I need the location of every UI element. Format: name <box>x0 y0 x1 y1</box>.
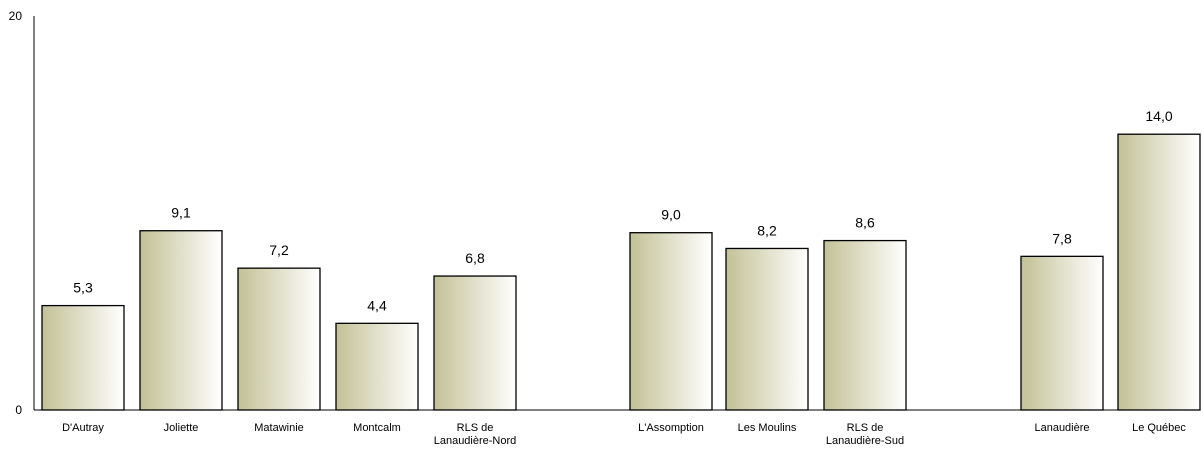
bar-4 <box>433 275 517 411</box>
bars <box>41 133 1201 411</box>
category-label-8: Lanaudière <box>1034 422 1089 434</box>
value-label-6: 8,2 <box>757 222 777 238</box>
bar-2 <box>237 267 321 411</box>
value-label-1: 9,1 <box>171 205 191 221</box>
category-label-6: Les Moulins <box>738 422 797 434</box>
value-label-0: 5,3 <box>73 280 93 296</box>
value-label-5: 9,0 <box>661 207 681 223</box>
value-label-7: 8,6 <box>855 215 875 231</box>
bar-5 <box>629 232 713 411</box>
category-label-3: Montcalm <box>353 422 401 434</box>
category-label-1: Joliette <box>164 422 199 434</box>
bar-0 <box>41 304 125 411</box>
y-tick-label-max: 20 <box>9 9 23 23</box>
bar-1 <box>139 230 223 411</box>
y-axis: 0 20 <box>9 9 1200 417</box>
category-label-7: RLS de Lanaudière-Sud <box>826 422 904 447</box>
data-labels: 5,3 9,1 7,2 4,4 6,8 9,0 8,2 8,6 7,8 14,0 <box>73 108 1173 313</box>
bar-8 <box>1020 255 1104 411</box>
category-labels: D'Autray Joliette Matawinie Montcalm RLS de L… <box>62 422 1186 447</box>
value-label-8: 7,8 <box>1052 230 1072 246</box>
value-label-2: 7,2 <box>269 242 289 258</box>
value-label-4: 6,8 <box>465 250 485 266</box>
category-label-0: D'Autray <box>62 422 104 434</box>
bar-7 <box>823 239 907 411</box>
category-label-4: RLS de Lanaudière-Nord <box>434 422 517 447</box>
value-label-3: 4,4 <box>367 297 387 313</box>
bar-6 <box>725 247 809 411</box>
y-tick-label-min: 0 <box>15 403 22 417</box>
bar-3 <box>335 322 419 411</box>
category-label-5: L'Assomption <box>638 422 704 434</box>
value-label-9: 14,0 <box>1145 108 1172 124</box>
category-label-9: Le Québec <box>1132 422 1186 434</box>
category-label-2: Matawinie <box>254 422 304 434</box>
bar-9 <box>1117 133 1201 411</box>
